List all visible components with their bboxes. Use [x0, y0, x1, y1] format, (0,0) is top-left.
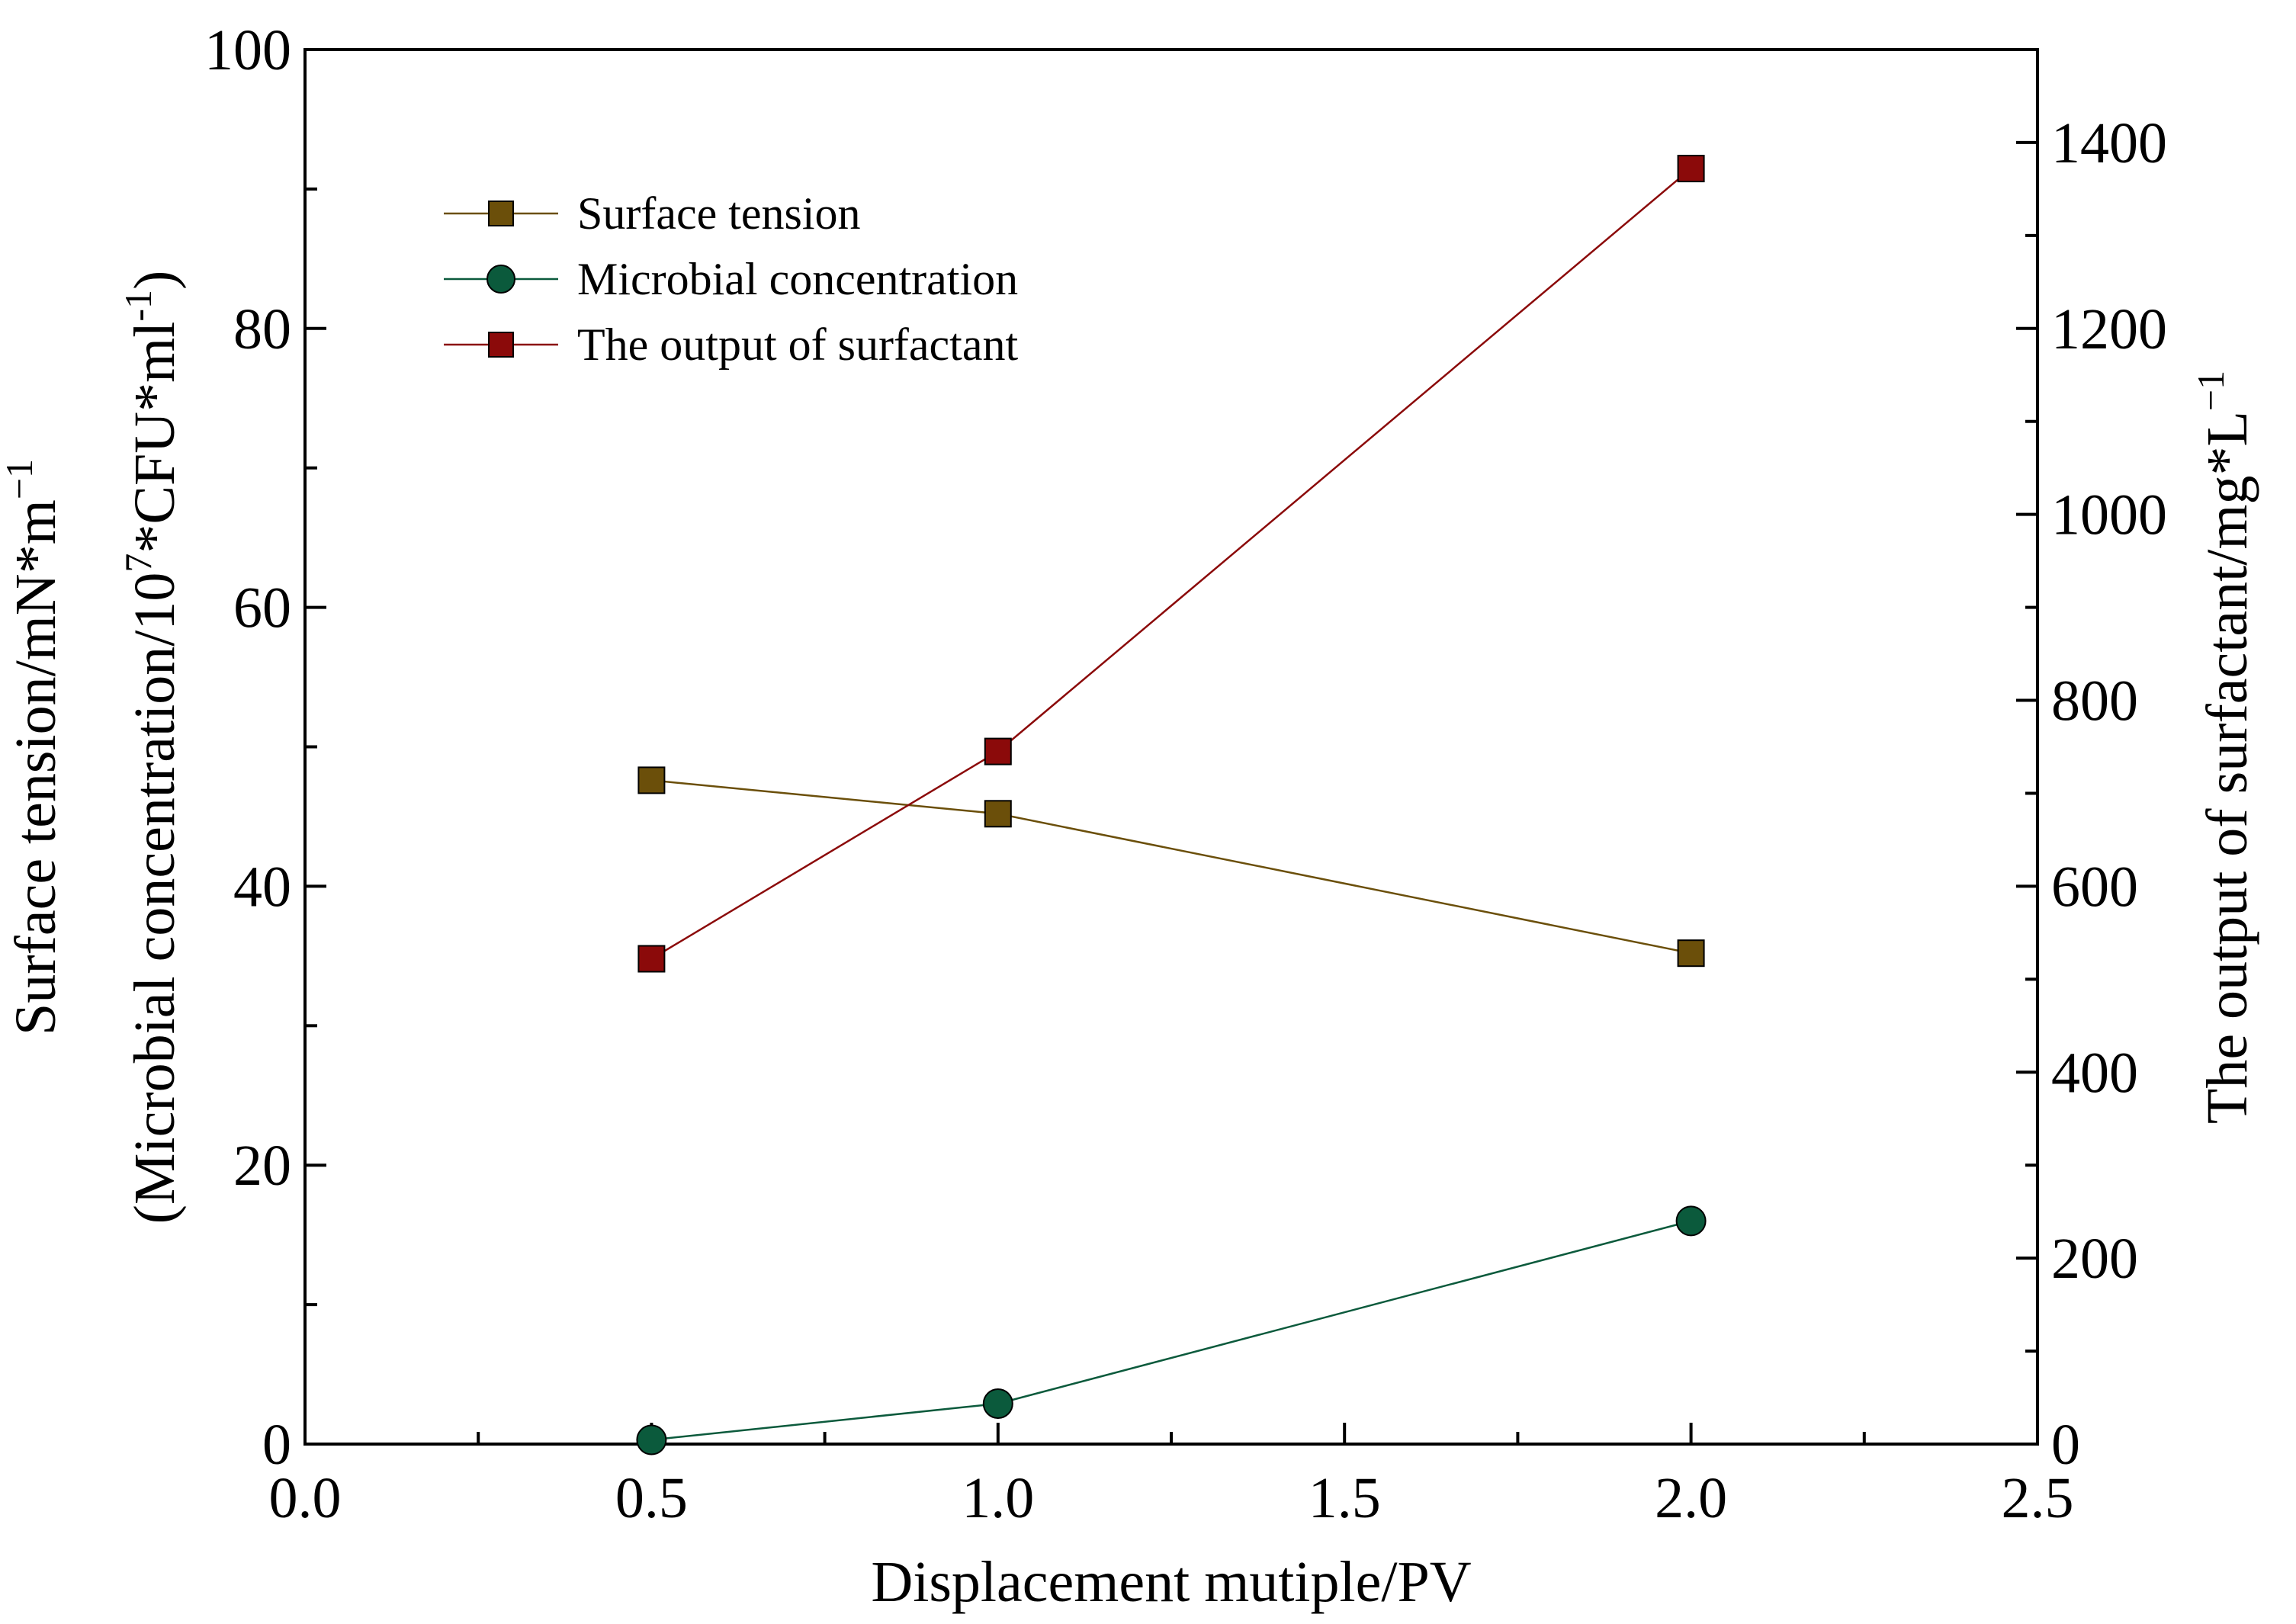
legend-marker-the-output-of-surfactant — [488, 332, 514, 358]
the-output-of-surfactant-point — [1677, 155, 1705, 183]
y-right-tick-label: 600 — [2051, 855, 2138, 919]
surface-tension-point — [637, 766, 666, 794]
surface-tension-point — [984, 800, 1012, 828]
y-right-tick-label: 1200 — [2051, 297, 2167, 361]
legend-marker-surface-tension — [488, 201, 514, 226]
plot-frame — [303, 48, 2039, 1446]
y-left-tick-label: 100 — [204, 18, 291, 82]
x-axis-title: Displacement mutiple/PV — [871, 1550, 1471, 1614]
legend-label-the-output-of-surfactant: The output of surfactant — [577, 319, 1018, 370]
surface-tension-point — [1677, 939, 1705, 968]
y-right-tick-label: 200 — [2051, 1227, 2138, 1291]
surface-tension-line — [651, 779, 1691, 955]
y-left-axis-title-line1: Surface tension/mN*m−1 — [0, 459, 68, 1035]
x-tick-label: 2.0 — [1655, 1466, 1727, 1530]
tick-labels: 0.0 0.5 1.0 1.5 2.0 2.50204060801000200400600… — [204, 18, 2167, 1530]
y-right-axis-title: The output of surfactant/mg*L−1 — [2189, 371, 2259, 1124]
microbial-concentration-point — [1675, 1205, 1707, 1237]
series-markers — [636, 155, 1707, 1456]
y-left-axis-title-line2: (Microbial concentration/107*CFU*ml-1) — [117, 271, 187, 1224]
x-tick-label: 2.5 — [2002, 1466, 2074, 1530]
the-output-of-surfactant-point — [637, 945, 666, 973]
legend-label-microbial-concentration: Microbial concentration — [577, 254, 1018, 304]
microbial-concentration-point — [982, 1388, 1013, 1419]
x-tick-label: 0.0 — [269, 1466, 342, 1530]
the-output-of-surfactant-point — [984, 737, 1012, 765]
legend-label-surface-tension: Surface tension — [577, 188, 861, 239]
x-tick-label: 1.0 — [962, 1466, 1034, 1530]
y-left-tick-label: 0 — [262, 1413, 291, 1477]
x-tick-label: 1.5 — [1309, 1466, 1381, 1530]
y-left-tick-label: 20 — [233, 1134, 291, 1198]
y-left-tick-label: 80 — [233, 297, 291, 361]
y-right-tick-label: 400 — [2051, 1041, 2138, 1105]
y-left-tick-label: 40 — [233, 855, 291, 919]
y-right-tick-label: 800 — [2051, 669, 2138, 733]
y-right-tick-label: 1400 — [2051, 111, 2167, 175]
axis-ticks — [303, 48, 2039, 1446]
y-right-tick-label: 1000 — [2051, 483, 2167, 547]
microbial-concentration-line — [651, 1220, 1691, 1441]
legend: Surface tension Microbial concentration Th… — [444, 188, 1018, 370]
legend-marker-microbial-concentration — [486, 265, 515, 294]
y-right-tick-label: 0 — [2051, 1413, 2080, 1477]
y-left-tick-label: 60 — [233, 576, 291, 640]
microbial-concentration-point — [636, 1424, 667, 1456]
x-tick-label: 0.5 — [615, 1466, 688, 1530]
